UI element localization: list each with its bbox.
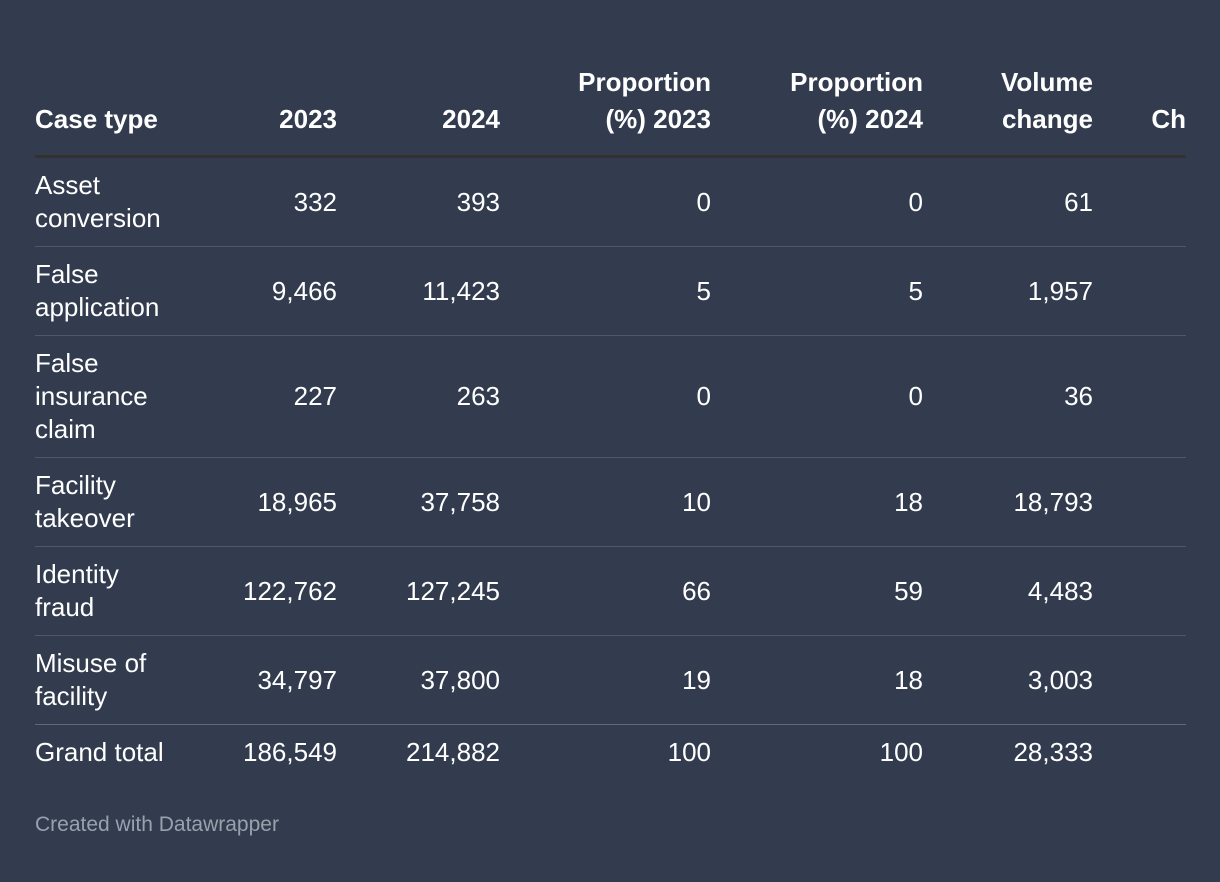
column-header-2023: 2023 xyxy=(180,0,337,158)
cell-proportion-2023: 5 xyxy=(500,246,711,336)
cell-2023: 332 xyxy=(293,186,337,217)
cell-volume-change: 28,333 xyxy=(923,724,1093,780)
cell-change-clipped xyxy=(1093,246,1186,336)
cell-2023: 227 xyxy=(180,335,337,458)
cell-proportion-2023: 0 xyxy=(500,335,711,458)
cell-case-type: False application xyxy=(35,246,180,336)
column-header-proportion-2024: Proportion (%) 2024 xyxy=(711,0,923,158)
cell-proportion-2024: 0 xyxy=(908,186,923,217)
cell-proportion-2024: 18 xyxy=(711,457,923,547)
fraud-cases-table-container: Case type 2023 2024 Proportion (%) 2023 … xyxy=(35,0,1186,780)
cell-2024: 37,758 xyxy=(337,457,500,547)
cell-change-clipped xyxy=(1093,157,1186,247)
column-header-2024: 2024 xyxy=(337,0,500,158)
cell-proportion-2023: 10 xyxy=(500,457,711,547)
cell-change-clipped xyxy=(1093,724,1186,780)
cell-volume-change: 1,957 xyxy=(923,246,1093,336)
row-misuse-of-facility: Misuse of facility 34,797 37,800 19 18 3… xyxy=(35,635,1186,725)
row-asset-conversion: Asset conversion 332 393 0 0 61 xyxy=(35,157,1186,247)
cell-proportion-2023: 0 xyxy=(696,186,711,217)
row-identity-fraud: Identity fraud 122,762 127,245 66 59 4,4… xyxy=(35,546,1186,636)
cell-proportion-2023: 19 xyxy=(500,635,711,725)
cell-proportion-2023: 66 xyxy=(500,546,711,636)
cell-2024: 127,245 xyxy=(337,546,500,636)
cell-volume-change: 36 xyxy=(923,335,1093,458)
cell-2024: 393 xyxy=(456,186,500,217)
cell-proportion-2024: 5 xyxy=(711,246,923,336)
cell-volume-change: 61 xyxy=(1064,186,1093,217)
cell-2023: 122,762 xyxy=(180,546,337,636)
cell-case-type: False insurance claim xyxy=(35,335,180,458)
cell-2024: 37,800 xyxy=(337,635,500,725)
datawrapper-attribution-link[interactable]: Created with Datawrapper xyxy=(35,813,279,836)
cell-case-type: Grand total xyxy=(35,724,180,780)
cell-volume-change: 18,793 xyxy=(923,457,1093,547)
cell-2023: 18,965 xyxy=(180,457,337,547)
column-header-case-type: Case type xyxy=(35,0,180,158)
cell-2024: 11,423 xyxy=(337,246,500,336)
cell-proportion-2024: 0 xyxy=(711,335,923,458)
cell-2024: 214,882 xyxy=(337,724,500,780)
cell-2023: 186,549 xyxy=(180,724,337,780)
row-false-insurance-claim: False insurance claim 227 263 0 0 36 xyxy=(35,335,1186,458)
cell-proportion-2024: 18 xyxy=(711,635,923,725)
row-false-application: False application 9,466 11,423 5 5 1,957 xyxy=(35,246,1186,336)
cell-2024: 263 xyxy=(337,335,500,458)
cell-change-clipped xyxy=(1093,457,1186,547)
cell-case-type: Identity fraud xyxy=(35,546,180,636)
cell-volume-change: 3,003 xyxy=(923,635,1093,725)
cell-case-type: Misuse of facility xyxy=(35,635,180,725)
column-header-volume-change: Volume change xyxy=(923,0,1093,158)
cell-change-clipped xyxy=(1093,335,1186,458)
cell-proportion-2023: 100 xyxy=(500,724,711,780)
row-grand-total: Grand total 186,549 214,882 100 100 28,3… xyxy=(35,724,1186,780)
cell-case-type: Facility takeover xyxy=(35,457,180,547)
cell-proportion-2024: 59 xyxy=(711,546,923,636)
cell-volume-change: 4,483 xyxy=(923,546,1093,636)
cell-2023: 9,466 xyxy=(180,246,337,336)
column-header-change-clipped: Ch xyxy=(1093,0,1186,158)
cell-change-clipped xyxy=(1093,635,1186,725)
cell-case-type: Asset conversion xyxy=(35,170,161,233)
cell-2023: 34,797 xyxy=(180,635,337,725)
row-facility-takeover: Facility takeover 18,965 37,758 10 18 18… xyxy=(35,457,1186,547)
cell-change-clipped xyxy=(1093,546,1186,636)
header-row: Case type 2023 2024 Proportion (%) 2023 … xyxy=(35,0,1186,158)
column-header-proportion-2023: Proportion (%) 2023 xyxy=(500,0,711,158)
fraud-cases-table: Case type 2023 2024 Proportion (%) 2023 … xyxy=(35,0,1186,780)
cell-proportion-2024: 100 xyxy=(711,724,923,780)
